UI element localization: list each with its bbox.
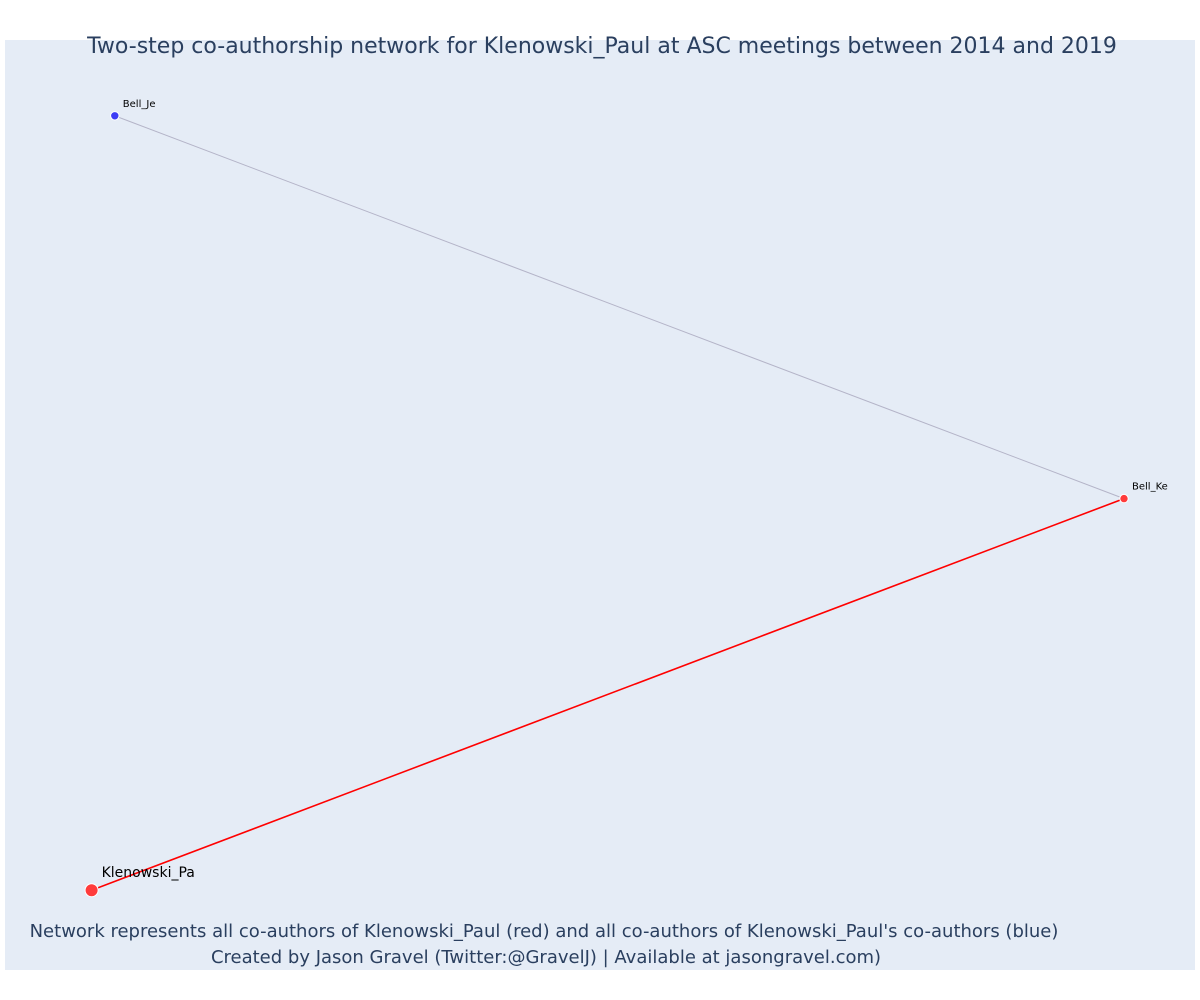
node-klenowski-paul[interactable] [84, 883, 99, 898]
node-label-bell-je: Bell_Je [123, 99, 156, 110]
node-bell-je[interactable] [110, 111, 120, 121]
plot-background [5, 40, 1195, 970]
chart-title: Two-step co-authorship network for Kleno… [86, 34, 1117, 59]
labels-layer: Klenowski_Pa Bell_Ke Bell_Je [102, 99, 1168, 881]
edge-bell-ke-bell-je [114, 115, 1125, 500]
footer-line-2: Created by Jason Gravel (Twitter:@Gravel… [211, 947, 881, 968]
node-bell-ke[interactable] [1119, 493, 1129, 504]
footer-line-1: Network represents all co-authors of Kle… [30, 921, 1059, 942]
edge-klenowski-paul-bell-ke [91, 497, 1125, 891]
nodes-layer [84, 111, 1129, 898]
node-label-bell-ke: Bell_Ke [1132, 482, 1168, 493]
edges-layer [91, 115, 1125, 891]
node-label-klenowski-paul: Klenowski_Pa [102, 865, 195, 881]
